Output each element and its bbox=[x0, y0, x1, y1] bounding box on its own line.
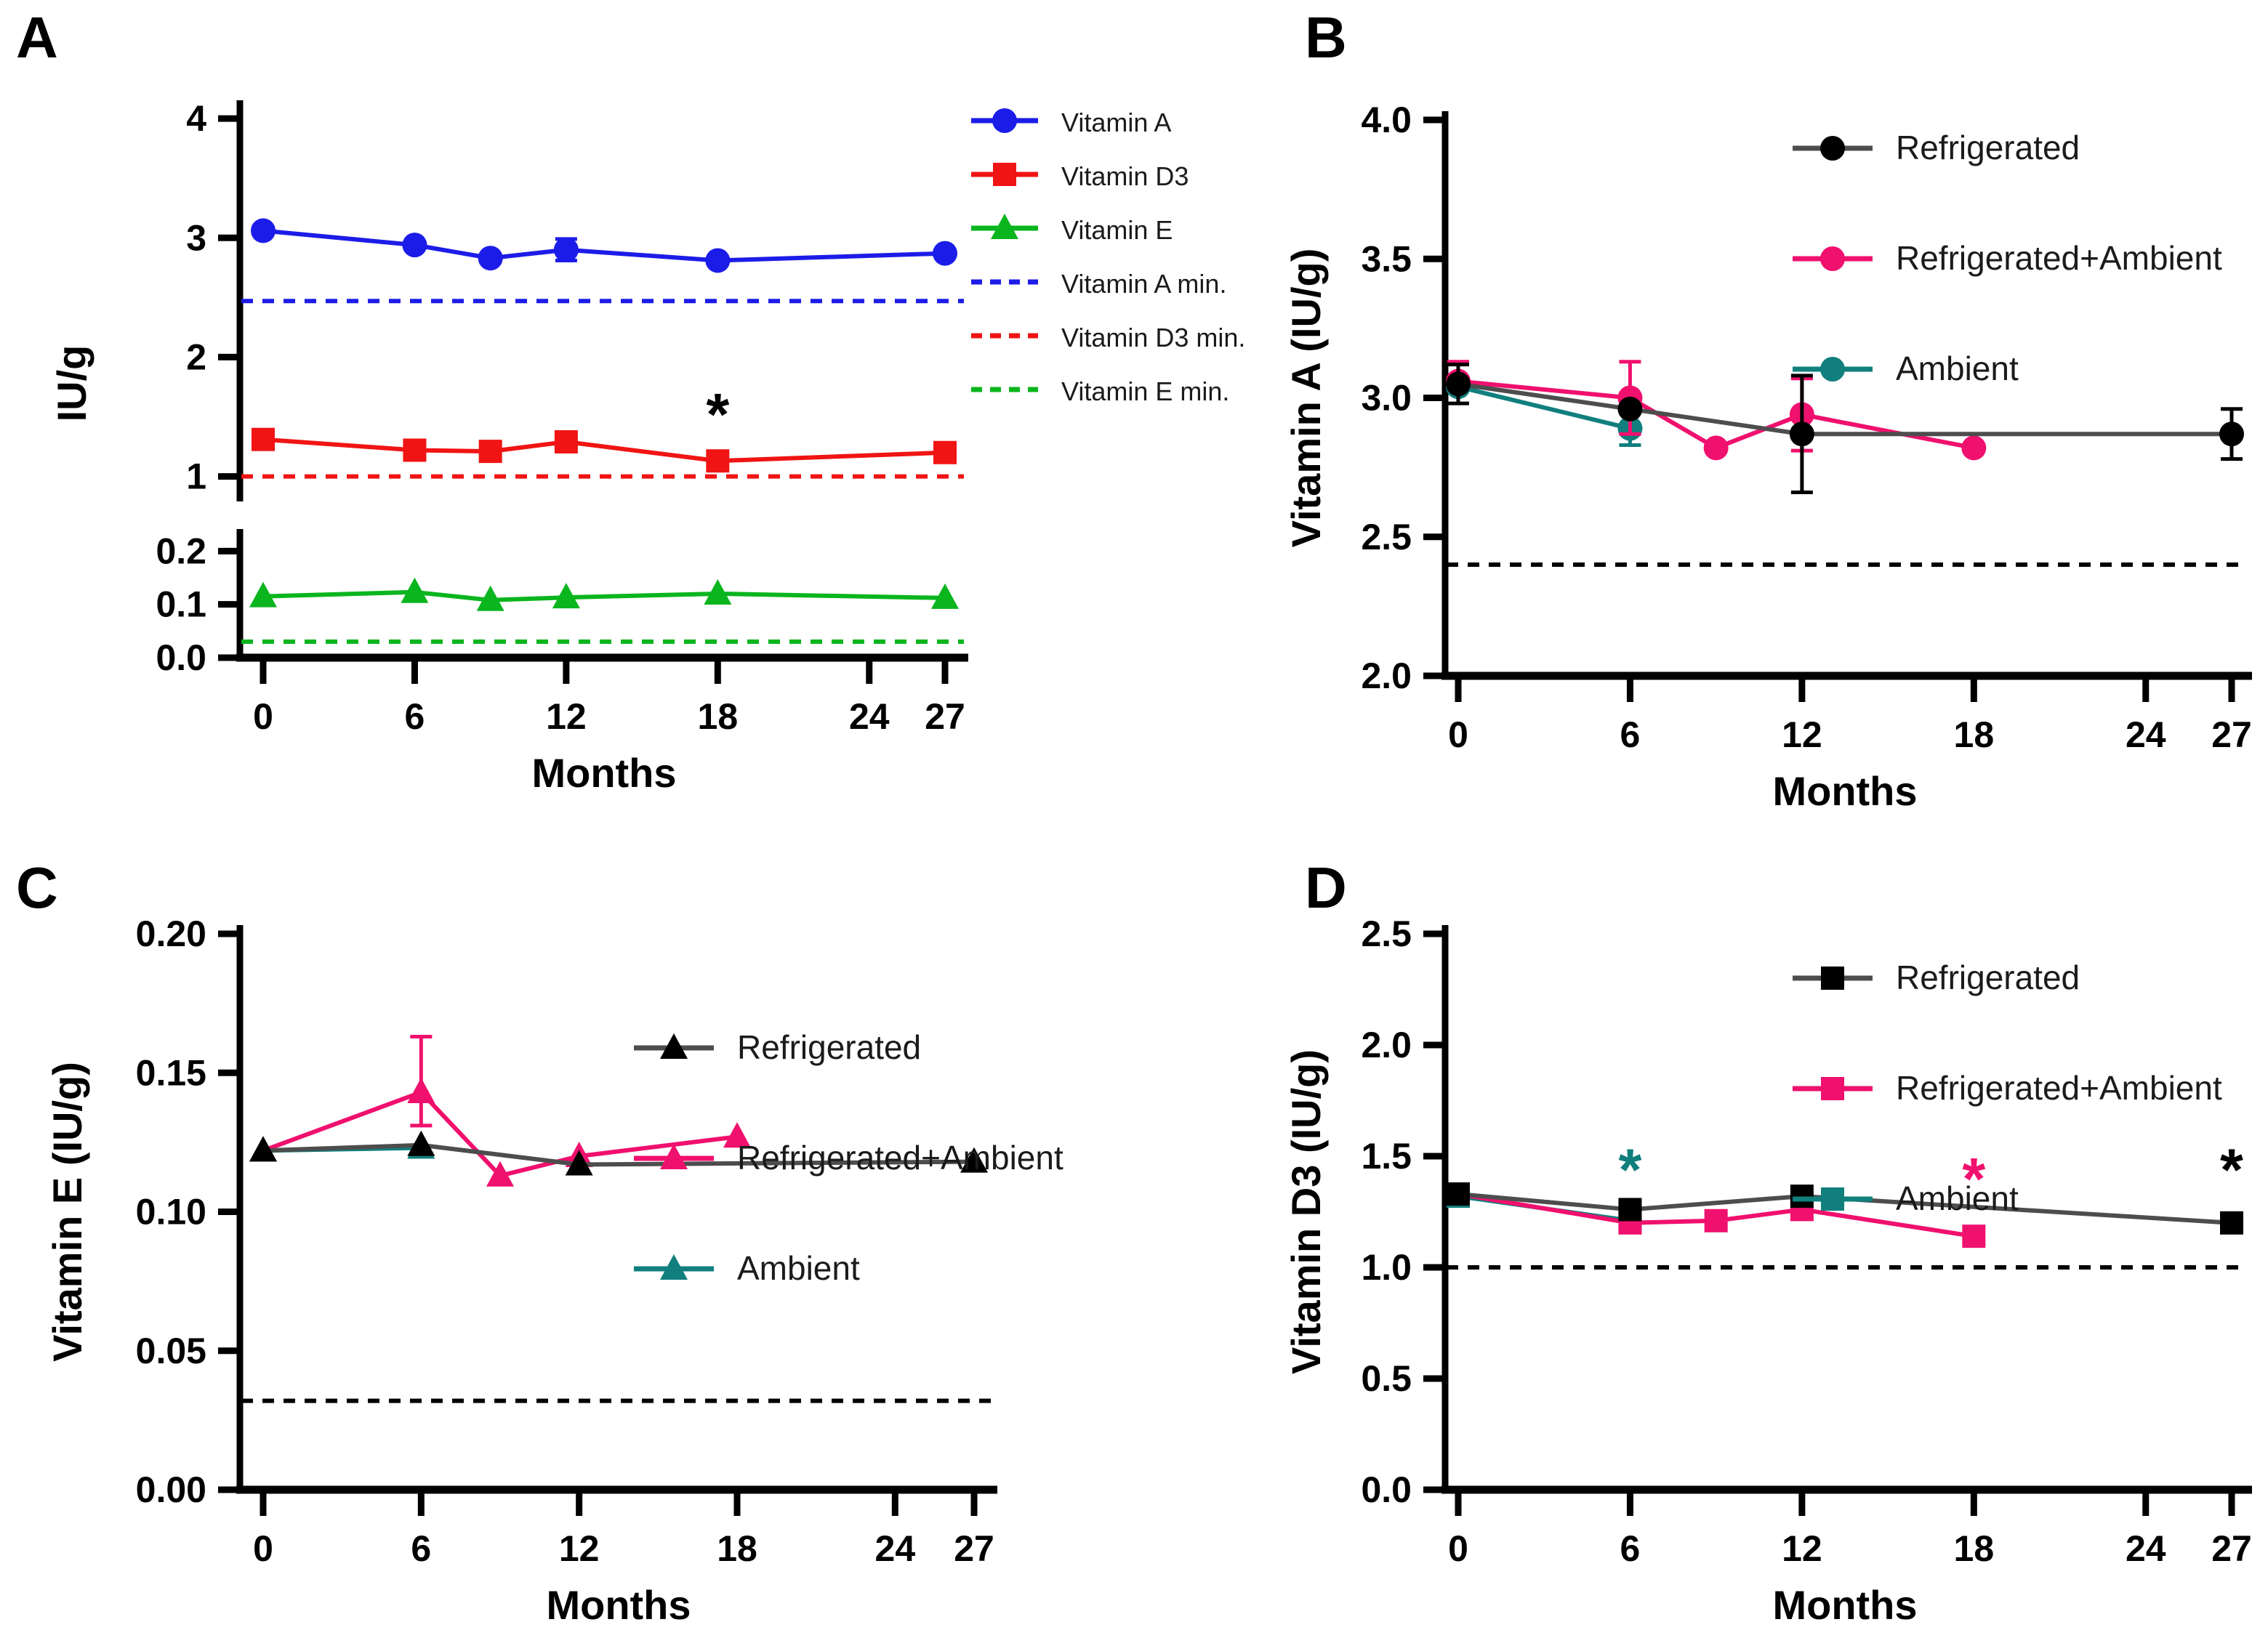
y-tick-label: 0.15 bbox=[136, 1052, 206, 1093]
x-tick-label: 24 bbox=[875, 1528, 916, 1569]
x-tick-label: 27 bbox=[2211, 714, 2252, 755]
y-tick-label: 1 bbox=[186, 456, 206, 497]
x-tick-label: 12 bbox=[1782, 714, 1822, 755]
legend-label: Ambient bbox=[737, 1249, 860, 1287]
panel-d-chart: 2.5 2.0 1.5 1.0 0.5 0.0 0 6 12 18 24 27 Months Vitami… bbox=[1283, 913, 2252, 1628]
legend-label: Refrigerated+Ambient bbox=[737, 1139, 1063, 1177]
y-tick-label: 0.0 bbox=[1361, 1469, 1412, 1510]
x-axis-label: Months bbox=[546, 1582, 691, 1628]
y-tick-label: 3.5 bbox=[1361, 238, 1412, 279]
y-tick-label: 0.1 bbox=[156, 584, 206, 625]
legend-panel-D: Refrigerated Refrigerated+Ambient Ambient bbox=[1793, 959, 2222, 1217]
x-tick-label: 0 bbox=[1448, 714, 1468, 755]
series-vitamin-a bbox=[251, 218, 957, 273]
legend-label: Vitamin A bbox=[1061, 108, 1171, 137]
y-axis-label: Vitamin D3 (IU/g) bbox=[1283, 1049, 1329, 1374]
panel-b-chart: 4.0 3.5 3.0 2.5 2.0 0 6 12 18 24 27 Months Vitamin A… bbox=[1283, 100, 2252, 814]
x-axis-label: Months bbox=[1772, 768, 1917, 814]
legend-label: Vitamin D3 min. bbox=[1061, 323, 1245, 352]
legend-label: Vitamin D3 bbox=[1061, 161, 1189, 191]
y-tick-label: 1.0 bbox=[1361, 1247, 1412, 1288]
panel-c-chart: 0.20 0.15 0.10 0.05 0.00 0 6 12 18 24 27 Months Vita… bbox=[44, 913, 1063, 1628]
y-axis-label: IU/g bbox=[49, 345, 94, 422]
y-axis-label: Vitamin E (IU/g) bbox=[44, 1062, 90, 1362]
legend-label: Ambient bbox=[1896, 350, 2019, 387]
legend-label: Refrigerated bbox=[1896, 959, 2080, 996]
y-tick-label: 0.10 bbox=[136, 1192, 206, 1232]
y-tick-label: 4.0 bbox=[1361, 100, 1412, 140]
axes-panel-B: 4.0 3.5 3.0 2.5 2.0 0 6 12 18 24 27 bbox=[1361, 100, 2252, 755]
x-tick-label: 0 bbox=[1448, 1528, 1468, 1569]
y-tick-label: 3.0 bbox=[1361, 378, 1412, 419]
x-tick-label: 6 bbox=[1620, 714, 1641, 755]
y-tick-label: 3 bbox=[186, 217, 206, 258]
y-tick-label: 4 bbox=[186, 98, 206, 139]
x-tick-label: 12 bbox=[1782, 1528, 1822, 1569]
x-tick-label: 24 bbox=[2126, 1528, 2166, 1569]
series-refrigerated bbox=[1446, 363, 2244, 495]
legend-label: Vitamin E min. bbox=[1061, 376, 1229, 406]
x-tick-label: 6 bbox=[1620, 1528, 1641, 1569]
legend-label: Ambient bbox=[1896, 1179, 2019, 1217]
series-refrigerated bbox=[249, 1130, 988, 1176]
axes-panel-D: 2.5 2.0 1.5 1.0 0.5 0.0 0 6 12 18 24 27 bbox=[1361, 913, 2252, 1569]
x-tick-label: 0 bbox=[253, 1528, 273, 1569]
y-tick-label: 1.5 bbox=[1361, 1136, 1412, 1177]
significance-asterisk: * bbox=[1962, 1146, 1985, 1212]
x-tick-label: 27 bbox=[2211, 1528, 2252, 1569]
x-tick-label: 24 bbox=[849, 696, 890, 737]
y-tick-label: 2 bbox=[186, 336, 206, 377]
y-tick-label: 2.0 bbox=[1361, 1025, 1412, 1065]
axes-panel-A: 4 3 2 1 0.2 0.1 0.0 0 6 12 18 24 27 bbox=[156, 98, 968, 737]
series-vitamin-e bbox=[249, 577, 959, 611]
legend-label: Vitamin A min. bbox=[1061, 269, 1226, 299]
x-tick-label: 18 bbox=[1954, 714, 1995, 755]
x-axis-label: Months bbox=[1772, 1582, 1917, 1628]
y-axis-label: Vitamin A (IU/g) bbox=[1283, 249, 1329, 548]
x-axis-label: Months bbox=[531, 750, 676, 796]
y-tick-label: 0.0 bbox=[156, 637, 206, 678]
y-tick-label: 2.5 bbox=[1361, 517, 1412, 557]
series-vitamin-d3 bbox=[252, 427, 957, 473]
y-tick-label: 2.5 bbox=[1361, 913, 1412, 954]
x-tick-label: 27 bbox=[954, 1528, 994, 1569]
legend-label: Refrigerated bbox=[737, 1028, 921, 1066]
x-tick-label: 12 bbox=[546, 696, 587, 737]
y-tick-label: 0.20 bbox=[136, 913, 206, 954]
legend-label: Vitamin E bbox=[1061, 215, 1173, 245]
legend-panel-C: Refrigerated Refrigerated+Ambient Ambient bbox=[634, 1028, 1063, 1287]
x-tick-label: 6 bbox=[411, 1528, 431, 1569]
significance-asterisk: * bbox=[2220, 1137, 2243, 1203]
panel-a-chart: 4 3 2 1 0.2 0.1 0.0 0 6 12 18 24 27 Months IU/g * Vitami… bbox=[49, 98, 1245, 796]
x-tick-label: 18 bbox=[1954, 1528, 1995, 1569]
x-tick-label: 0 bbox=[253, 696, 273, 737]
legend-label: Refrigerated bbox=[1896, 129, 2080, 166]
x-tick-label: 18 bbox=[698, 696, 739, 737]
x-tick-label: 24 bbox=[2126, 714, 2166, 755]
series-refrigerated bbox=[1447, 1182, 2243, 1235]
x-tick-label: 6 bbox=[405, 696, 425, 737]
legend-panel-B: Refrigerated Refrigerated+Ambient Ambient bbox=[1793, 129, 2222, 387]
x-tick-label: 18 bbox=[717, 1528, 757, 1569]
y-tick-label: 0.2 bbox=[156, 530, 206, 571]
significance-asterisk: * bbox=[706, 382, 729, 448]
y-tick-label: 2.0 bbox=[1361, 655, 1412, 696]
panel-d-letter: D bbox=[1305, 855, 1347, 920]
legend-label: Refrigerated+Ambient bbox=[1896, 239, 2222, 277]
y-tick-label: 0.00 bbox=[136, 1469, 206, 1510]
axes-panel-C: 0.20 0.15 0.10 0.05 0.00 0 6 12 18 24 27 bbox=[136, 913, 997, 1569]
y-tick-label: 0.05 bbox=[136, 1331, 206, 1371]
x-tick-label: 27 bbox=[925, 696, 965, 737]
panel-b-letter: B bbox=[1305, 5, 1347, 70]
legend-label: Refrigerated+Ambient bbox=[1896, 1069, 2222, 1107]
significance-asterisk: * bbox=[1618, 1137, 1641, 1203]
panel-c-letter: C bbox=[16, 855, 58, 920]
y-tick-label: 0.5 bbox=[1361, 1358, 1412, 1399]
panel-a-letter: A bbox=[16, 5, 58, 70]
x-tick-label: 12 bbox=[559, 1528, 600, 1569]
legend-panel-A: Vitamin A Vitamin D3 Vitamin E Vitamin A mi… bbox=[971, 108, 1245, 406]
